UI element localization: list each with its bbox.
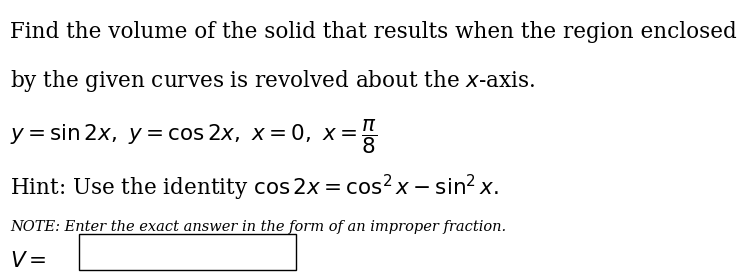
Text: by the given curves is revolved about the $x$-axis.: by the given curves is revolved about th… bbox=[10, 68, 536, 94]
Text: Hint: Use the identity $\cos 2x = \cos^2 x - \sin^2 x.$: Hint: Use the identity $\cos 2x = \cos^2… bbox=[10, 173, 499, 203]
Text: $V =$: $V =$ bbox=[10, 251, 46, 272]
FancyBboxPatch shape bbox=[78, 234, 296, 270]
Text: $y = \sin 2x,\ y = \cos 2x,\ x = 0,\ x = \dfrac{\pi}{8}$: $y = \sin 2x,\ y = \cos 2x,\ x = 0,\ x =… bbox=[10, 118, 377, 156]
Text: Find the volume of the solid that results when the region enclosed: Find the volume of the solid that result… bbox=[10, 21, 737, 43]
Text: NOTE: Enter the exact answer in the form of an improper fraction.: NOTE: Enter the exact answer in the form… bbox=[10, 220, 506, 234]
